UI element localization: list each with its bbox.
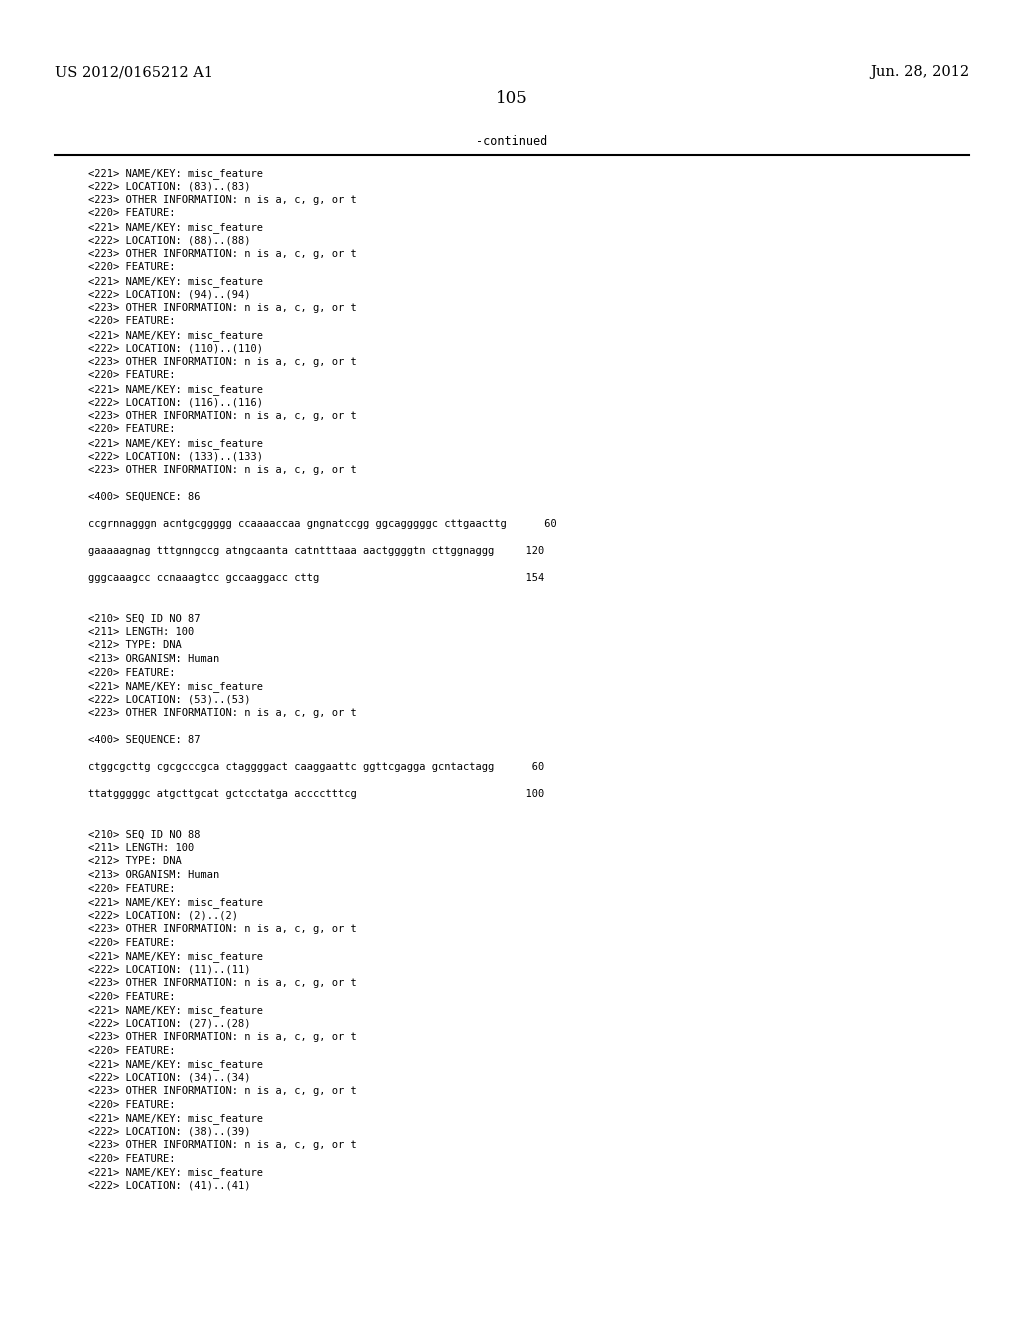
Text: <221> NAME/KEY: misc_feature: <221> NAME/KEY: misc_feature	[88, 168, 263, 180]
Text: <222> LOCATION: (133)..(133): <222> LOCATION: (133)..(133)	[88, 451, 263, 462]
Text: 105: 105	[496, 90, 528, 107]
Text: US 2012/0165212 A1: US 2012/0165212 A1	[55, 65, 213, 79]
Text: gaaaaagnag tttgnngccg atngcaanta catntttaaa aactggggtn cttggnaggg     120: gaaaaagnag tttgnngccg atngcaanta catnttt…	[88, 546, 544, 556]
Text: <223> OTHER INFORMATION: n is a, c, g, or t: <223> OTHER INFORMATION: n is a, c, g, o…	[88, 978, 356, 987]
Text: <221> NAME/KEY: misc_feature: <221> NAME/KEY: misc_feature	[88, 1167, 263, 1177]
Text: <220> FEATURE:: <220> FEATURE:	[88, 991, 175, 1002]
Text: <221> NAME/KEY: misc_feature: <221> NAME/KEY: misc_feature	[88, 1005, 263, 1016]
Text: <220> FEATURE:: <220> FEATURE:	[88, 937, 175, 948]
Text: <223> OTHER INFORMATION: n is a, c, g, or t: <223> OTHER INFORMATION: n is a, c, g, o…	[88, 465, 356, 475]
Text: <221> NAME/KEY: misc_feature: <221> NAME/KEY: misc_feature	[88, 222, 263, 232]
Text: <223> OTHER INFORMATION: n is a, c, g, or t: <223> OTHER INFORMATION: n is a, c, g, o…	[88, 1032, 356, 1041]
Text: gggcaaagcc ccnaaagtcc gccaaggacc cttg                                 154: gggcaaagcc ccnaaagtcc gccaaggacc cttg 15…	[88, 573, 544, 583]
Text: <223> OTHER INFORMATION: n is a, c, g, or t: <223> OTHER INFORMATION: n is a, c, g, o…	[88, 249, 356, 259]
Text: <222> LOCATION: (83)..(83): <222> LOCATION: (83)..(83)	[88, 181, 251, 191]
Text: <222> LOCATION: (116)..(116): <222> LOCATION: (116)..(116)	[88, 397, 263, 408]
Text: <221> NAME/KEY: misc_feature: <221> NAME/KEY: misc_feature	[88, 1113, 263, 1123]
Text: <223> OTHER INFORMATION: n is a, c, g, or t: <223> OTHER INFORMATION: n is a, c, g, o…	[88, 356, 356, 367]
Text: <212> TYPE: DNA: <212> TYPE: DNA	[88, 640, 181, 651]
Text: <222> LOCATION: (2)..(2): <222> LOCATION: (2)..(2)	[88, 911, 238, 920]
Text: <220> FEATURE:: <220> FEATURE:	[88, 668, 175, 677]
Text: <223> OTHER INFORMATION: n is a, c, g, or t: <223> OTHER INFORMATION: n is a, c, g, o…	[88, 1140, 356, 1150]
Text: <221> NAME/KEY: misc_feature: <221> NAME/KEY: misc_feature	[88, 330, 263, 341]
Text: ccgrnnagggn acntgcggggg ccaaaaccaa gngnatccgg ggcagggggc cttgaacttg      60: ccgrnnagggn acntgcggggg ccaaaaccaa gngna…	[88, 519, 557, 529]
Text: <213> ORGANISM: Human: <213> ORGANISM: Human	[88, 653, 219, 664]
Text: <210> SEQ ID NO 88: <210> SEQ ID NO 88	[88, 829, 201, 840]
Text: <220> FEATURE:: <220> FEATURE:	[88, 883, 175, 894]
Text: <220> FEATURE:: <220> FEATURE:	[88, 1045, 175, 1056]
Text: <220> FEATURE:: <220> FEATURE:	[88, 425, 175, 434]
Text: <222> LOCATION: (53)..(53): <222> LOCATION: (53)..(53)	[88, 694, 251, 705]
Text: Jun. 28, 2012: Jun. 28, 2012	[869, 65, 969, 79]
Text: <222> LOCATION: (34)..(34): <222> LOCATION: (34)..(34)	[88, 1072, 251, 1082]
Text: <400> SEQUENCE: 86: <400> SEQUENCE: 86	[88, 492, 201, 502]
Text: <222> LOCATION: (88)..(88): <222> LOCATION: (88)..(88)	[88, 235, 251, 246]
Text: <222> LOCATION: (38)..(39): <222> LOCATION: (38)..(39)	[88, 1126, 251, 1137]
Text: <211> LENGTH: 100: <211> LENGTH: 100	[88, 843, 195, 853]
Text: <223> OTHER INFORMATION: n is a, c, g, or t: <223> OTHER INFORMATION: n is a, c, g, o…	[88, 195, 356, 205]
Text: <222> LOCATION: (110)..(110): <222> LOCATION: (110)..(110)	[88, 343, 263, 354]
Text: <221> NAME/KEY: misc_feature: <221> NAME/KEY: misc_feature	[88, 276, 263, 286]
Text: <223> OTHER INFORMATION: n is a, c, g, or t: <223> OTHER INFORMATION: n is a, c, g, o…	[88, 411, 356, 421]
Text: ttatgggggc atgcttgcat gctcctatga acccctttcg                           100: ttatgggggc atgcttgcat gctcctatga acccctt…	[88, 789, 544, 799]
Text: <220> FEATURE:: <220> FEATURE:	[88, 263, 175, 272]
Text: <220> FEATURE:: <220> FEATURE:	[88, 209, 175, 219]
Text: <221> NAME/KEY: misc_feature: <221> NAME/KEY: misc_feature	[88, 438, 263, 449]
Text: <221> NAME/KEY: misc_feature: <221> NAME/KEY: misc_feature	[88, 950, 263, 962]
Text: <221> NAME/KEY: misc_feature: <221> NAME/KEY: misc_feature	[88, 384, 263, 395]
Text: <222> LOCATION: (41)..(41): <222> LOCATION: (41)..(41)	[88, 1180, 251, 1191]
Text: <223> OTHER INFORMATION: n is a, c, g, or t: <223> OTHER INFORMATION: n is a, c, g, o…	[88, 1086, 356, 1096]
Text: <221> NAME/KEY: misc_feature: <221> NAME/KEY: misc_feature	[88, 1059, 263, 1071]
Text: <210> SEQ ID NO 87: <210> SEQ ID NO 87	[88, 614, 201, 623]
Text: <212> TYPE: DNA: <212> TYPE: DNA	[88, 857, 181, 866]
Text: <211> LENGTH: 100: <211> LENGTH: 100	[88, 627, 195, 638]
Text: <221> NAME/KEY: misc_feature: <221> NAME/KEY: misc_feature	[88, 681, 263, 692]
Text: <223> OTHER INFORMATION: n is a, c, g, or t: <223> OTHER INFORMATION: n is a, c, g, o…	[88, 708, 356, 718]
Text: <222> LOCATION: (27)..(28): <222> LOCATION: (27)..(28)	[88, 1019, 251, 1028]
Text: ctggcgcttg cgcgcccgca ctaggggact caaggaattc ggttcgagga gcntactagg      60: ctggcgcttg cgcgcccgca ctaggggact caaggaa…	[88, 762, 544, 772]
Text: <223> OTHER INFORMATION: n is a, c, g, or t: <223> OTHER INFORMATION: n is a, c, g, o…	[88, 924, 356, 935]
Text: <223> OTHER INFORMATION: n is a, c, g, or t: <223> OTHER INFORMATION: n is a, c, g, o…	[88, 304, 356, 313]
Text: -continued: -continued	[476, 135, 548, 148]
Text: <220> FEATURE:: <220> FEATURE:	[88, 1154, 175, 1163]
Text: <222> LOCATION: (94)..(94): <222> LOCATION: (94)..(94)	[88, 289, 251, 300]
Text: <220> FEATURE:: <220> FEATURE:	[88, 317, 175, 326]
Text: <400> SEQUENCE: 87: <400> SEQUENCE: 87	[88, 735, 201, 744]
Text: <213> ORGANISM: Human: <213> ORGANISM: Human	[88, 870, 219, 880]
Text: <220> FEATURE:: <220> FEATURE:	[88, 371, 175, 380]
Text: <222> LOCATION: (11)..(11): <222> LOCATION: (11)..(11)	[88, 965, 251, 974]
Text: <220> FEATURE:: <220> FEATURE:	[88, 1100, 175, 1110]
Text: <221> NAME/KEY: misc_feature: <221> NAME/KEY: misc_feature	[88, 898, 263, 908]
